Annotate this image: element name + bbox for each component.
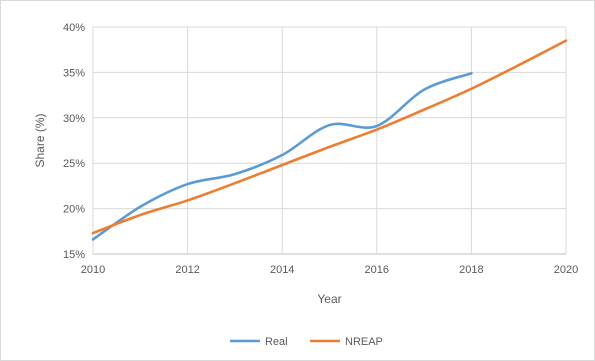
- legend-label-nreap: NREAP: [345, 336, 383, 348]
- y-tick-label: 35%: [63, 67, 85, 79]
- legend-label-real: Real: [265, 336, 288, 348]
- tick-labels: 15% 20% 25% 30% 35% 40% 2010 2012 2014 2016 2018 20…: [63, 22, 578, 276]
- x-tick-label: 2016: [365, 264, 389, 276]
- x-tick-label: 2020: [554, 264, 578, 276]
- y-tick-label: 20%: [63, 204, 85, 216]
- x-tick-label: 2014: [270, 264, 294, 276]
- x-axis-title: Year: [317, 292, 341, 306]
- legend: Real NREAP: [230, 336, 383, 348]
- y-tick-label: 30%: [63, 113, 85, 125]
- y-axis-title: Share (%): [33, 113, 47, 167]
- y-tick-label: 15%: [63, 249, 85, 261]
- series-line-nreap: [91, 39, 568, 235]
- x-tick-label: 2010: [81, 264, 105, 276]
- y-tick-label: 40%: [63, 22, 85, 34]
- series-line-real: [91, 72, 473, 241]
- y-tick-label: 25%: [63, 158, 85, 170]
- x-tick-label: 2018: [459, 264, 483, 276]
- series-lines: [91, 39, 568, 241]
- gridlines: [92, 26, 567, 255]
- x-tick-label: 2012: [175, 264, 199, 276]
